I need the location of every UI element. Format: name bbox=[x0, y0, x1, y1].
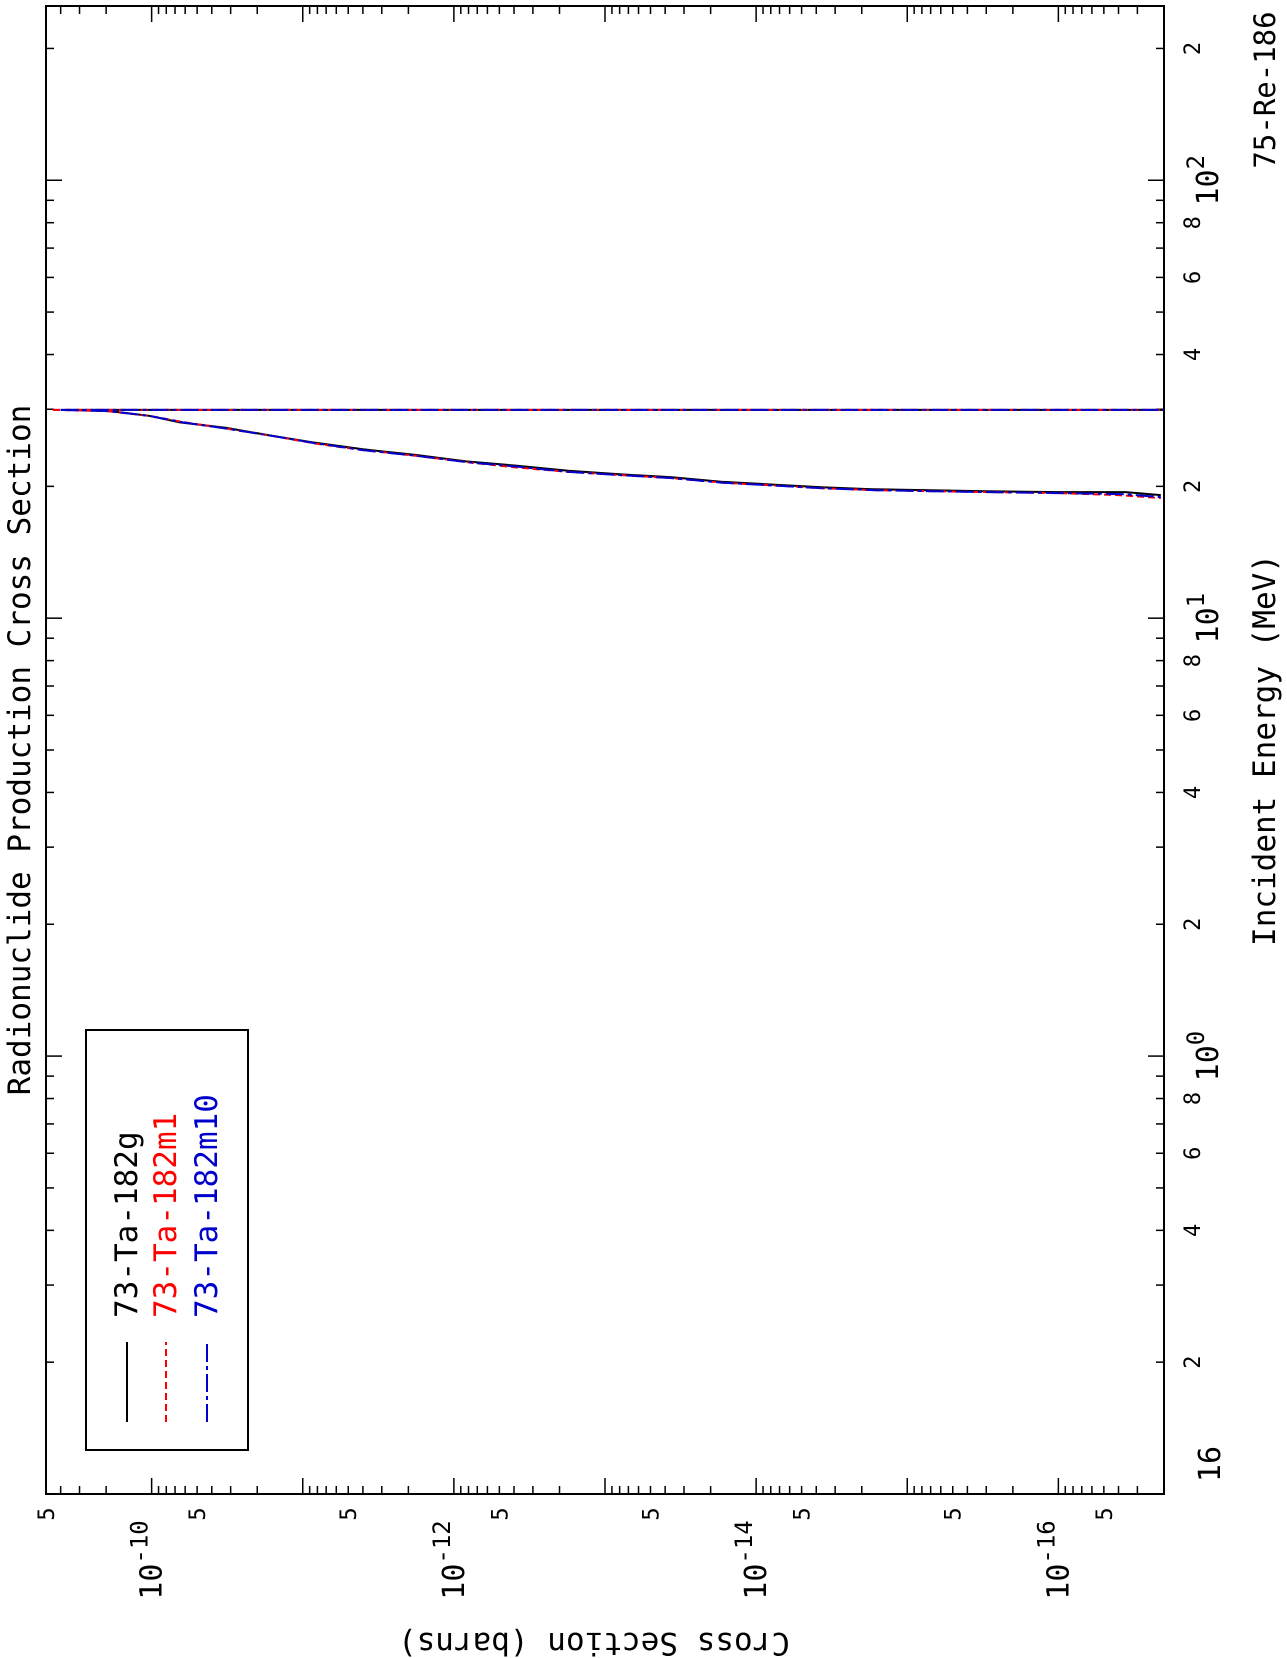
y-tick-label: 5 bbox=[186, 1507, 211, 1520]
x-tick-label: 6 bbox=[1181, 271, 1206, 284]
x-tick-label: 4 bbox=[1181, 348, 1206, 361]
y-tick-label: 5 bbox=[942, 1507, 967, 1520]
series-group bbox=[52, 408, 1164, 500]
x-axis-label: Incident Energy (MeV) bbox=[1247, 554, 1283, 946]
x-major-tick-label: 101 bbox=[1182, 593, 1226, 644]
y-major-tick-label: 10-14 bbox=[730, 1520, 774, 1599]
x-major-tick-label: 102 bbox=[1182, 155, 1226, 206]
y-tick-label: 5 bbox=[35, 1507, 60, 1520]
legend-label-0: 73-Ta-182g bbox=[109, 1131, 145, 1318]
legend-label-2: 73-Ta-182m10 bbox=[189, 1094, 225, 1318]
y-major-tick-label: 10-16 bbox=[1032, 1520, 1076, 1599]
y-tick-label: 5 bbox=[639, 1507, 664, 1520]
y-tick-label: 5 bbox=[791, 1507, 816, 1520]
x-tick-label: 2 bbox=[1181, 1356, 1206, 1369]
y-tick-label: 5 bbox=[488, 1507, 513, 1520]
y-major-tick-label: 10-12 bbox=[428, 1520, 472, 1599]
x-major-tick-label: 100 bbox=[1182, 1031, 1226, 1082]
y-major-tick-label: 10-10 bbox=[126, 1520, 170, 1599]
x-tick-label: 2 bbox=[1181, 42, 1206, 55]
series-line-2 bbox=[60, 408, 1161, 499]
x-tick-label: 2 bbox=[1181, 918, 1206, 931]
x-tick-label: 6 bbox=[1181, 709, 1206, 722]
x-tick-label: 4 bbox=[1181, 1224, 1206, 1237]
y-axis-label: Cross Section (barns) bbox=[398, 1625, 790, 1658]
legend-label-1: 73-Ta-182m1 bbox=[148, 1113, 184, 1318]
tick-label-group: 2 4 6 8 2 4 6 8 2 4 6 8 2 100 101 102 16 5 5 5 5 5 5 5 5 10-10 10-… bbox=[35, 42, 1228, 1600]
y-tick-label: 5 bbox=[1093, 1507, 1118, 1520]
x-edge-label: 16 bbox=[1193, 1446, 1228, 1482]
legend: 73-Ta-182g 73-Ta-182m1 73-Ta-182m10 bbox=[85, 1029, 249, 1451]
x-tick-label: 8 bbox=[1181, 216, 1206, 229]
chart-title: Radionuclide Production Cross Section bbox=[2, 405, 38, 1096]
x-tick-label: 2 bbox=[1181, 480, 1206, 493]
x-tick-label: 6 bbox=[1181, 1147, 1206, 1160]
x-tick-label: 4 bbox=[1181, 786, 1206, 799]
legend-box bbox=[85, 1029, 249, 1451]
y-tick-label: 5 bbox=[337, 1507, 362, 1520]
x-tick-label: 8 bbox=[1181, 654, 1206, 667]
tick-group bbox=[45, 6, 1165, 1495]
corner-label: 75-Re-186 bbox=[1248, 11, 1282, 168]
x-tick-label: 8 bbox=[1181, 1092, 1206, 1105]
